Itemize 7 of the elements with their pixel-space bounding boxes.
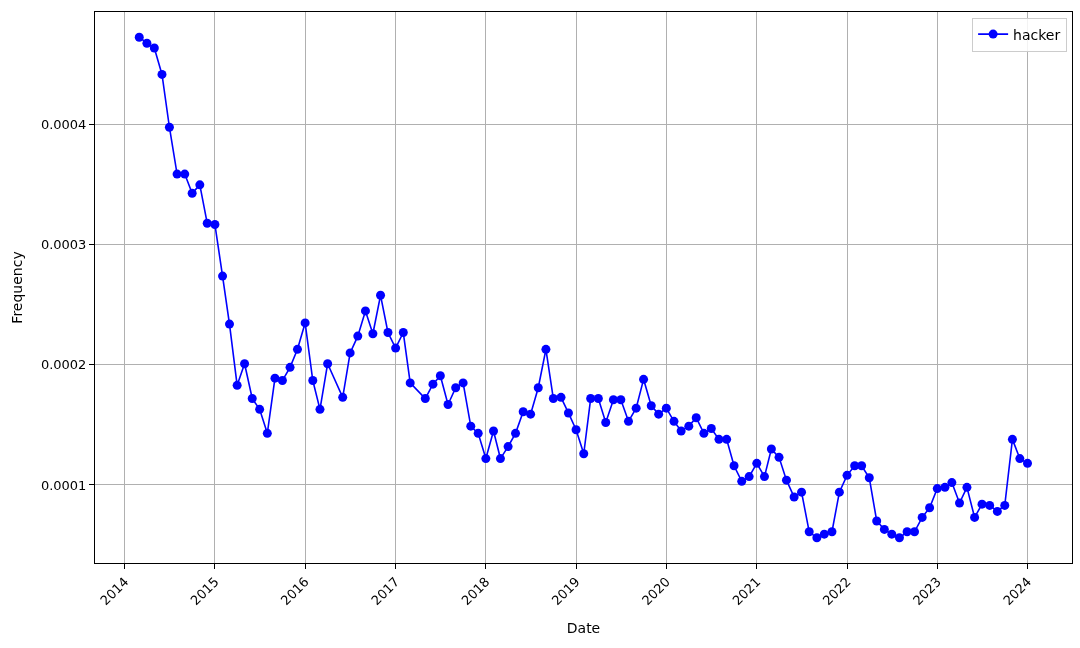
x-axis-title: Date <box>566 619 601 636</box>
y-tick-label: 0.0002 <box>40 357 87 373</box>
y-tick-label: 0.0003 <box>40 237 87 253</box>
y-axis-title: Frequency <box>8 251 25 324</box>
y-tick-label: 0.0004 <box>40 117 87 133</box>
legend-label: hacker <box>1013 26 1061 43</box>
y-tick-label: 0.0001 <box>40 477 87 493</box>
